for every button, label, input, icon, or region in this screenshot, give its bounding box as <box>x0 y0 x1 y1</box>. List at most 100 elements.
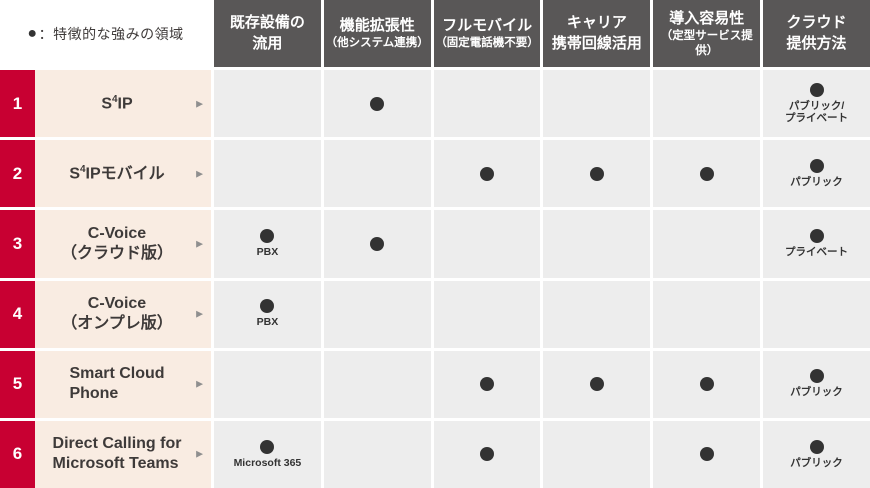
row-label-cell: Direct Calling for Microsoft Teams ▶ <box>35 420 211 488</box>
cell-r6-c5 <box>653 420 761 488</box>
cell-r6-c6: パブリック <box>763 420 870 488</box>
row-label: C-Voice （オンプレ版） <box>55 294 191 334</box>
column-header-2: 機能拡張性 （他システム連携） <box>323 0 431 68</box>
superscript: 4 <box>111 93 118 105</box>
column-header-line: （定型サービス提供） <box>660 29 753 57</box>
cell-r1-c4 <box>543 70 651 138</box>
cell-r5-c2 <box>323 350 431 418</box>
cell-r4-c3 <box>433 280 541 348</box>
cell-r3-c5 <box>653 210 761 278</box>
row-2: 2 S4IPモバイル ▶ パブリック <box>0 140 870 208</box>
column-header-line: 導入容易性 <box>669 9 745 27</box>
cell-r6-c1: Microsoft 365 <box>214 420 321 488</box>
strength-dot-icon <box>260 299 275 314</box>
row-4: 4 C-Voice （オンプレ版） ▶ PBX <box>0 280 870 348</box>
cell-r4-c4 <box>543 280 651 348</box>
dot-caption-line: Microsoft 365 <box>233 456 302 469</box>
row-number: 6 <box>0 420 35 488</box>
strength-dot-icon <box>370 96 385 111</box>
row-label-line: Smart Cloud <box>69 365 165 383</box>
row-header: 5 Smart Cloud Phone ▶ <box>0 350 211 418</box>
cell-r5-c6: パブリック <box>763 350 870 418</box>
cell-r4-c6 <box>763 280 870 348</box>
row-label-line: Phone <box>69 385 119 403</box>
cell-r6-c2 <box>323 420 431 488</box>
column-header-line: （他システム連携） <box>325 37 429 50</box>
strength-dot-icon <box>699 166 714 181</box>
cell-r3-c2 <box>323 210 431 278</box>
cell-r2-c2 <box>323 140 431 208</box>
row-number: 2 <box>0 140 35 208</box>
column-header-line: キャリア <box>566 14 627 32</box>
row-label-line: （クラウド版） <box>60 244 173 262</box>
row-5: 5 Smart Cloud Phone ▶ パブリック <box>0 350 870 418</box>
row-header: 4 C-Voice （オンプレ版） ▶ <box>0 280 211 348</box>
row-label-line: C-Voice <box>87 295 147 313</box>
column-header-line: フルモバイル <box>442 16 533 34</box>
row-arrow-icon: ▶ <box>196 378 203 389</box>
cell-r1-c1 <box>214 70 321 138</box>
cell-r2-c4 <box>543 140 651 208</box>
row-label-cell: C-Voice （オンプレ版） ▶ <box>35 280 211 348</box>
dot-caption-line: パブリック <box>790 176 843 189</box>
row-label: S4IPモバイル <box>63 164 182 184</box>
row-label-line: S4IPモバイル <box>69 163 165 183</box>
cell-r2-c6: パブリック <box>763 140 870 208</box>
cell-r3-c4 <box>543 210 651 278</box>
legend-label: ：特徴的な強みの領域 <box>38 25 184 42</box>
dot-caption-line: プライベート <box>785 112 849 125</box>
cell-r2-c1 <box>214 140 321 208</box>
cell-r2-c5 <box>653 140 761 208</box>
strength-dot-icon <box>480 377 495 392</box>
row-number: 5 <box>0 350 35 418</box>
dot-caption: プライベート <box>785 246 848 259</box>
column-header-line: 流用 <box>252 34 283 52</box>
row-label-cell: Smart Cloud Phone ▶ <box>35 350 211 418</box>
row-label-line: Microsoft Teams <box>52 455 179 473</box>
row-label-cell: C-Voice （クラウド版） ▶ <box>35 210 211 278</box>
row-number: 4 <box>0 280 35 348</box>
row-label-line: Direct Calling for <box>52 435 182 453</box>
dot-caption-line: パブリック <box>790 456 843 469</box>
dot-caption-line: PBX <box>256 246 279 259</box>
cell-r4-c2 <box>323 280 431 348</box>
strength-dot-icon <box>480 166 495 181</box>
dot-caption-line: PBX <box>256 316 279 329</box>
row-label-line: C-Voice <box>87 224 147 242</box>
row-number: 1 <box>0 70 35 138</box>
cell-r6-c4 <box>543 420 651 488</box>
column-headers: 既存設備の 流用 機能拡張性 （他システム連携） フルモバイル （固定電話機不要） キャリア… <box>214 0 870 68</box>
cell-r1-c5 <box>653 70 761 138</box>
strength-dot-icon <box>589 166 604 181</box>
strength-dot-icon <box>809 229 824 244</box>
cell-r1-c3 <box>433 70 541 138</box>
strength-dot-icon <box>699 377 714 392</box>
row-header: 2 S4IPモバイル ▶ <box>0 140 211 208</box>
column-header-1: 既存設備の 流用 <box>214 0 321 68</box>
strength-dot-icon <box>480 447 495 462</box>
cell-r1-c6: パブリック/プライベート <box>763 70 870 138</box>
row-header: 3 C-Voice （クラウド版） ▶ <box>0 210 211 278</box>
dot-caption: パブリック <box>790 457 843 470</box>
strength-dot-icon <box>809 159 824 174</box>
row-arrow-icon: ▶ <box>196 98 203 109</box>
row-label: C-Voice （クラウド版） <box>55 224 191 264</box>
header-row: ● ：特徴的な強みの領域 既存設備の 流用 機能拡張性 （他システム連携） フルモバイル（… <box>0 0 870 68</box>
row-label-line: （オンプレ版） <box>61 315 173 333</box>
dot-caption-line: パブリック/ <box>788 99 845 112</box>
superscript: 4 <box>79 163 86 175</box>
column-header-line: 機能拡張性 <box>339 16 415 34</box>
cell-r2-c3 <box>433 140 541 208</box>
row-arrow-icon: ▶ <box>196 168 203 179</box>
column-header-line: クラウド <box>786 14 847 32</box>
dot-caption: パブリック <box>790 386 843 399</box>
strength-dot-icon <box>260 229 275 244</box>
cell-r5-c4 <box>543 350 651 418</box>
strength-dot-icon <box>260 439 275 454</box>
row-number: 3 <box>0 210 35 278</box>
cell-r5-c3 <box>433 350 541 418</box>
cell-r4-c1: PBX <box>214 280 321 348</box>
row-header: 1 S4IP ▶ <box>0 70 211 138</box>
column-header-line: 既存設備の <box>229 14 305 32</box>
